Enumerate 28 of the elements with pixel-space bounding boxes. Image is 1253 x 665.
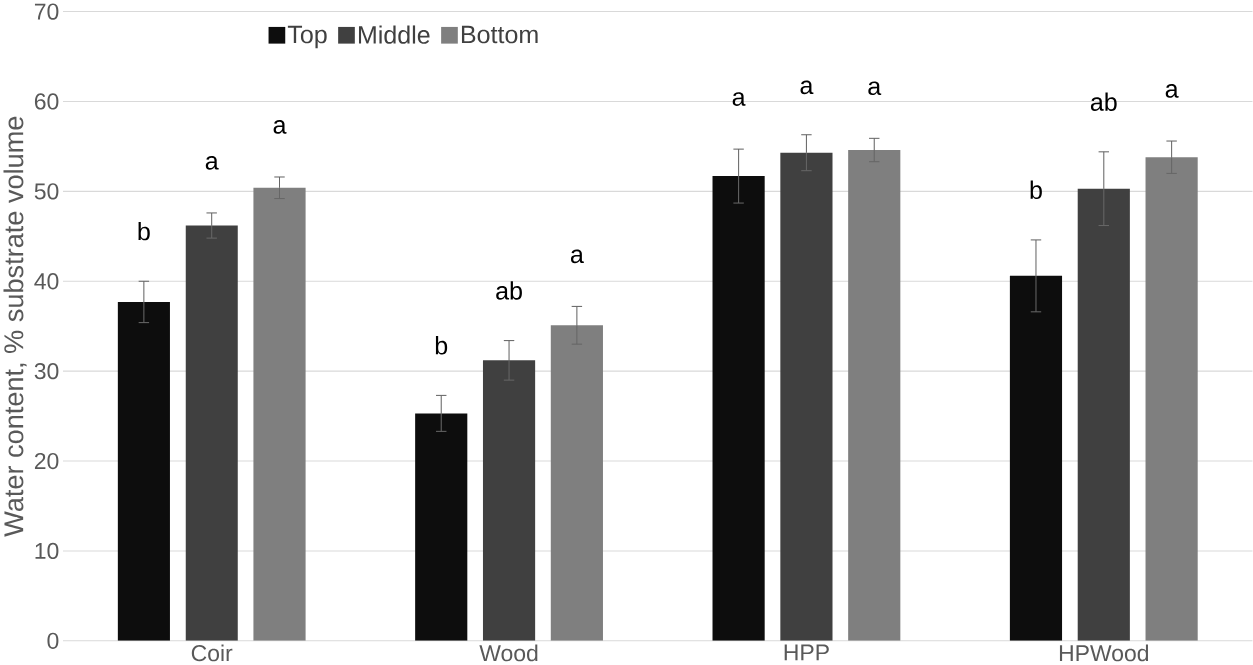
y-tick-label: 10 [35,542,59,560]
y-tick-label: 0 [47,632,59,650]
y-tick-label: 50 [34,183,59,200]
y-axis-title: Water content, % substrate volume [3,116,27,537]
annotation: b [138,222,150,241]
annotation: a [732,92,746,106]
annotation: b [1030,180,1042,200]
annotation: a [273,120,287,134]
y-tick-label: 60 [34,93,59,110]
x-tick-label: Coir [191,644,233,662]
x-tick-label: Wood [479,644,538,662]
annotation: ab [496,281,522,300]
legend-label: Top [287,25,327,49]
annotation: b [435,336,448,355]
annotation: a [570,249,584,264]
legend-label: Bottom [461,25,538,44]
y-tick-label: 20 [34,452,59,470]
x-tick-label: HPP [784,644,829,661]
annotation: a [868,81,882,96]
y-tick-label: 40 [34,273,59,290]
x-tick-label: HPWood [1059,644,1149,662]
annotation: ab [1090,92,1117,112]
annotation: a [800,80,814,95]
annotation: a [1165,84,1179,98]
y-tick-label: 30 [34,363,59,380]
y-tick-label: 70 [34,3,59,20]
annotation: a [205,156,219,170]
legend-label: Middle [358,25,430,44]
